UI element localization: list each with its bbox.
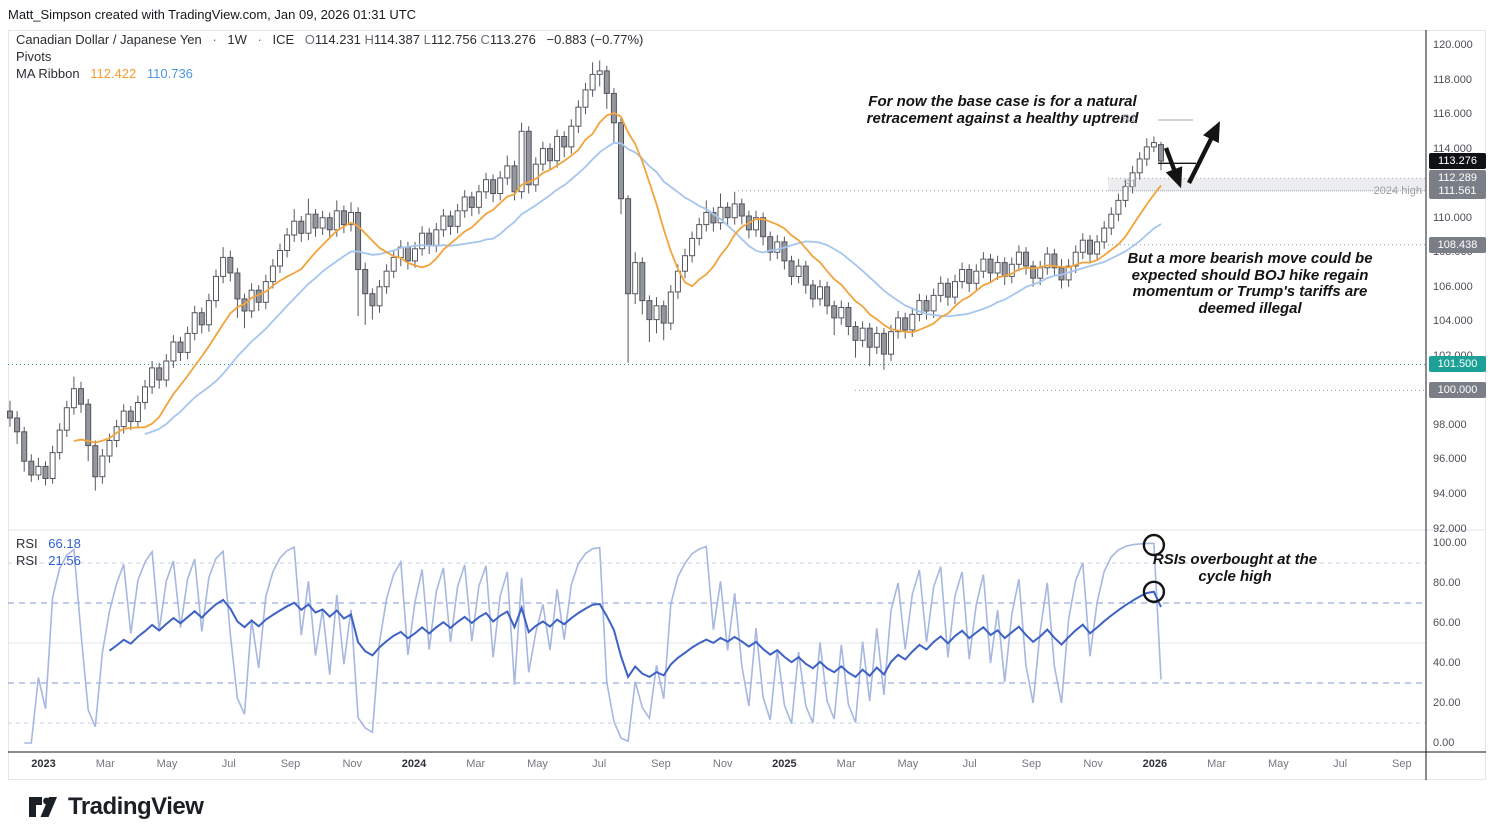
rsi-tick: 80.00 [1433,577,1461,589]
price-tick: 104.000 [1433,315,1473,328]
time-tick: Jul [592,758,607,770]
price-level-badge: 100.000 [1429,382,1486,399]
time-tick: Nov [712,758,733,770]
price-level-badge: 111.561 [1429,182,1486,199]
price-level-badge: 108.438 [1429,236,1486,253]
time-tick: May [527,758,548,770]
time-tick: Sep [1392,758,1412,770]
price-tick: 114.000 [1433,142,1472,155]
chart-frame [8,30,1486,780]
low-value: 112.756 [430,32,477,47]
time-tick: May [1267,758,1289,770]
time-tick: 2025 [772,758,797,770]
price-tick: 98.000 [1433,418,1467,431]
price-tick: 118.000 [1433,73,1472,86]
tradingview-logo[interactable]: TradingView [28,793,204,821]
time-tick: Sep [651,758,671,770]
time-tick: 2024 [401,758,427,770]
tradingview-logo-text: TradingView [68,793,204,820]
time-tick: Mar [95,758,115,770]
high-value: 114.387 [373,32,420,47]
time-tick: Mar [1207,758,1227,770]
rsi-value-2: 21.56 [48,553,81,568]
time-tick: Sep [1021,758,1042,770]
pivot-r1-label: R1 [1122,113,1137,125]
price-level-badge: 112.289 [1429,170,1486,187]
price-tick: 96.000 [1433,453,1467,466]
pivots-legend[interactable]: Pivots [16,49,52,64]
price-tick: 92.000 [1433,522,1467,535]
exchange-label: ICE [272,32,295,47]
rsi-tick: 40.00 [1433,657,1461,669]
time-tick: Jul [962,758,977,770]
pivot-s1-label: S1 [1123,178,1137,190]
close-value: 113.276 [489,32,536,47]
time-tick: May [897,758,919,770]
time-tick: 2023 [31,758,56,770]
annotation-base-case[interactable]: For now the base case is for a natural r… [866,93,1139,127]
ohlc-values: O114.231 H114.387 L112.756 C113.276 −0.8… [304,32,644,47]
time-tick: 2026 [1142,758,1168,770]
price-tick: 120.000 [1433,39,1473,51]
ma-slow-value: 110.736 [146,66,193,81]
price-tick: 110.000 [1433,211,1472,224]
time-tick: May [156,758,178,770]
symbol-legend[interactable]: Canadian Dollar / Japanese Yen · 1W · IC… [16,32,644,47]
time-tick: Jul [221,758,236,770]
change-value: −0.883 (−0.77%) [546,32,644,47]
attribution-text: Matt_Simpson created with TradingView.co… [8,7,417,22]
rsi-legend-2[interactable]: RSI 21.56 [16,553,81,568]
time-tick: Nov [342,758,362,770]
symbol-title: Canadian Dollar / Japanese Yen [16,32,202,47]
time-tick: Sep [280,758,301,770]
zone-2024-high-label: 2024 high [1373,185,1422,197]
interval-label: 1W [227,32,247,47]
time-tick: Jul [1333,758,1348,770]
time-tick: Nov [1083,758,1103,770]
annotation-rsi-note[interactable]: RSIs overbought at the cycle high [1152,551,1318,585]
price-tick: 116.000 [1433,108,1472,121]
footer-strip: TradingView [0,780,1494,839]
price-tick: 106.000 [1433,280,1473,293]
last-price-badge: 113.276 [1429,153,1486,170]
rsi-tick: 100.00 [1433,537,1467,549]
rsi-legend-1[interactable]: RSI 66.18 [16,536,81,551]
time-tick: Mar [466,758,486,770]
rsi-tick: 20.00 [1433,697,1461,709]
time-tick: Mar [836,758,856,770]
rsi-tick: 0.00 [1433,737,1455,749]
rsi-value-1: 66.18 [48,536,81,551]
tradingview-logo-icon [29,797,57,817]
price-tick: 94.000 [1433,488,1467,501]
open-value: 114.231 [314,32,361,47]
price-level-badge: 101.500 [1429,356,1486,373]
annotation-bearish[interactable]: But a more bearish move could be expecte… [1127,250,1373,317]
ma-fast-value: 112.422 [90,66,137,81]
rsi-tick: 60.00 [1433,617,1461,629]
ma-ribbon-legend[interactable]: MA Ribbon 112.422 110.736 [16,66,193,81]
